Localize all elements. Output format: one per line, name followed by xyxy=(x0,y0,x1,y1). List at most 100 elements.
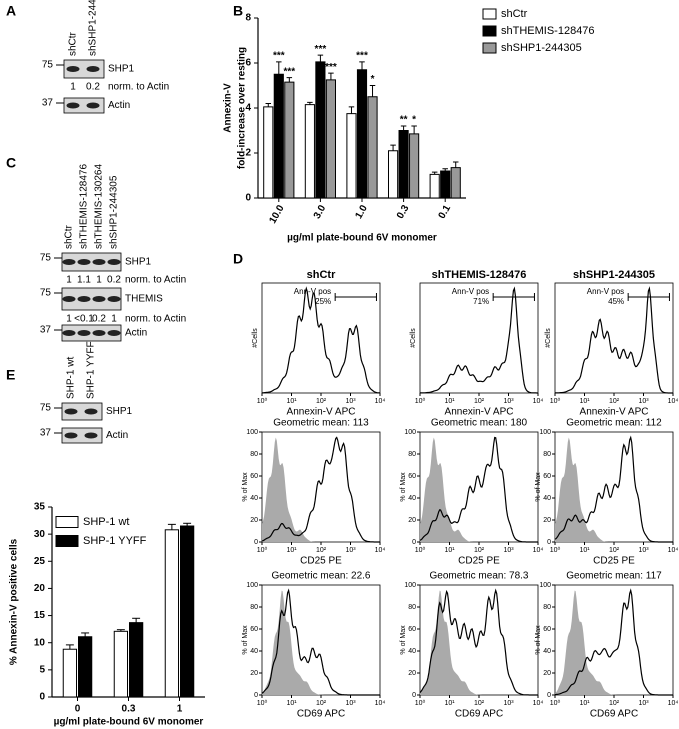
gate-label: Ann-V pos xyxy=(587,287,624,296)
gate-percent: 71% xyxy=(473,297,489,306)
geometric-mean: Geometric mean: 117 xyxy=(566,571,662,582)
x-tick-label: 10³ xyxy=(503,547,514,554)
x-tick-label: 10⁴ xyxy=(375,398,386,405)
legend-swatch xyxy=(482,8,497,20)
x-tick-label: 10³ xyxy=(638,547,649,554)
protein-label: Actin xyxy=(106,430,128,441)
geometric-mean: Geometric mean: 112 xyxy=(566,418,662,429)
x-tick-label: 10³ xyxy=(503,398,514,405)
y-tick-label: 20 xyxy=(250,517,258,524)
error-bar xyxy=(431,171,438,175)
gate-label: Ann-V pos xyxy=(452,287,489,296)
y-tick-label: 6 xyxy=(245,58,251,69)
bar xyxy=(409,133,420,199)
legend-label: shCtr xyxy=(501,8,528,20)
column-title: shCtr xyxy=(307,269,336,281)
band xyxy=(92,259,106,265)
y-tick-label: 30 xyxy=(34,529,46,540)
marker-label: 37 xyxy=(40,325,52,336)
band xyxy=(107,296,121,302)
y-tick-label: 100 xyxy=(246,429,258,436)
blot xyxy=(63,59,105,79)
quant-value: 0.2 xyxy=(92,314,106,325)
quant-value: 1.1 xyxy=(77,275,91,286)
bar xyxy=(273,73,284,199)
y-tick-label: 80 xyxy=(408,604,416,611)
y-tick-label: 100 xyxy=(246,582,258,589)
protein-label: SHP1 xyxy=(106,406,133,417)
gate-percent: 25% xyxy=(315,297,331,306)
blot xyxy=(61,427,103,444)
band xyxy=(84,408,98,415)
error-bar xyxy=(442,168,448,171)
bar xyxy=(429,173,440,199)
protein-label: Actin xyxy=(125,328,147,339)
y-tick-label: 20 xyxy=(250,670,258,677)
error-bar xyxy=(65,644,74,650)
quant-value: 1 xyxy=(66,275,72,286)
histogram xyxy=(419,436,538,543)
x-tick-label: 10² xyxy=(609,547,620,554)
significance: *** xyxy=(315,44,327,55)
geometric-mean: Geometric mean: 113 xyxy=(273,418,369,429)
x-tick-label: 10¹ xyxy=(444,547,455,554)
x-tick-label: 10⁰ xyxy=(257,699,268,707)
quant-label: norm. to Actin xyxy=(108,82,169,93)
isotype-histogram xyxy=(555,437,673,542)
y-axis-label: fold-increase over resting xyxy=(237,47,248,169)
y-axis-label: Annexin-V xyxy=(223,83,234,133)
x-tick-label: 10¹ xyxy=(286,398,297,405)
y-axis-label: % of Max xyxy=(242,472,249,502)
panel-letter: E xyxy=(6,367,15,383)
band xyxy=(107,259,121,265)
error-bar xyxy=(286,77,293,83)
geometric-mean: Geometric mean: 78.3 xyxy=(430,571,529,582)
bar xyxy=(128,622,144,698)
column-title: shSHP1-244305 xyxy=(573,269,655,281)
quant-label: norm. to Actin xyxy=(125,275,186,286)
column-title: shTHEMIS-128476 xyxy=(432,269,527,281)
quant-value: 1 xyxy=(96,275,102,286)
bar xyxy=(325,79,337,199)
band xyxy=(64,408,78,415)
x-axis-label: Annexin-V APC xyxy=(287,407,356,418)
error-bar xyxy=(116,629,125,632)
bar xyxy=(315,61,326,199)
x-tick-label: 10² xyxy=(474,700,485,707)
error-bar xyxy=(81,632,90,637)
x-tick-label: 0.3 xyxy=(395,203,412,221)
marker-label: 75 xyxy=(40,253,52,264)
x-tick-label: 10¹ xyxy=(286,547,297,554)
error-bar xyxy=(276,61,282,75)
geometric-mean: Geometric mean: 180 xyxy=(431,418,528,429)
x-tick-label: 10⁰ xyxy=(415,397,426,405)
histogram xyxy=(420,286,538,394)
quant-value: 0.2 xyxy=(86,82,100,93)
y-tick-label: 4 xyxy=(245,103,251,114)
x-tick-label: 10³ xyxy=(638,700,649,707)
histogram xyxy=(554,588,673,696)
y-tick-label: 40 xyxy=(543,495,551,502)
bar xyxy=(387,150,399,199)
legend-swatch xyxy=(55,516,79,528)
band xyxy=(66,66,80,72)
y-tick-label: 35 xyxy=(34,502,46,513)
error-bar xyxy=(183,522,192,526)
lane-label: shTHEMIS-128476 xyxy=(79,164,90,249)
x-tick-label: 10⁰ xyxy=(415,699,426,707)
y-tick-label: 80 xyxy=(250,604,258,611)
y-tick-label: 100 xyxy=(539,429,551,436)
y-tick-label: 100 xyxy=(404,582,416,589)
significance: *** xyxy=(273,51,285,62)
blot xyxy=(61,252,122,272)
marker-label: 37 xyxy=(40,428,52,439)
geometric-mean: Geometric mean: 22.6 xyxy=(272,571,371,582)
bar xyxy=(263,106,274,199)
error-bar xyxy=(390,144,396,151)
panel-letter: A xyxy=(6,3,16,19)
legend-label: SHP-1 YYFF xyxy=(83,535,147,547)
y-tick-label: 20 xyxy=(543,670,551,677)
y-tick-label: 20 xyxy=(543,517,551,524)
histogram xyxy=(261,588,380,696)
x-tick-label: 10⁰ xyxy=(257,546,268,554)
